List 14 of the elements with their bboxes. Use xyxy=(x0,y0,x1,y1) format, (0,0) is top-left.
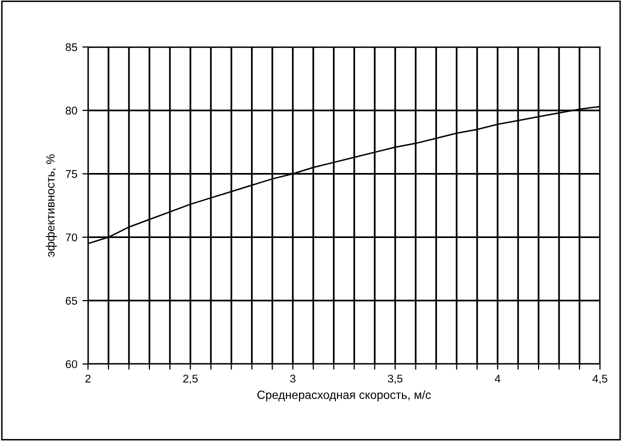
x-tick-label: 2,5 xyxy=(183,374,198,384)
y-tick-label: 70 xyxy=(66,233,78,242)
x-tick-label: 2 xyxy=(85,374,91,382)
y-tick-label: 85 xyxy=(66,43,78,52)
y-tick-label: 60 xyxy=(66,360,78,368)
x-axis-title: Среднерасходная скорость, м/с xyxy=(257,390,431,402)
x-tick-label: 4,5 xyxy=(592,374,608,384)
y-axis-title: эффективность, % xyxy=(46,154,57,257)
y-tick-label: 75 xyxy=(66,170,78,178)
x-tick-label: 3 xyxy=(290,374,296,383)
y-tick-label: 80 xyxy=(66,106,78,115)
x-tick-label: 4 xyxy=(494,374,500,382)
y-tick-label: 65 xyxy=(66,296,78,305)
x-tick-label: 3,5 xyxy=(388,374,402,384)
